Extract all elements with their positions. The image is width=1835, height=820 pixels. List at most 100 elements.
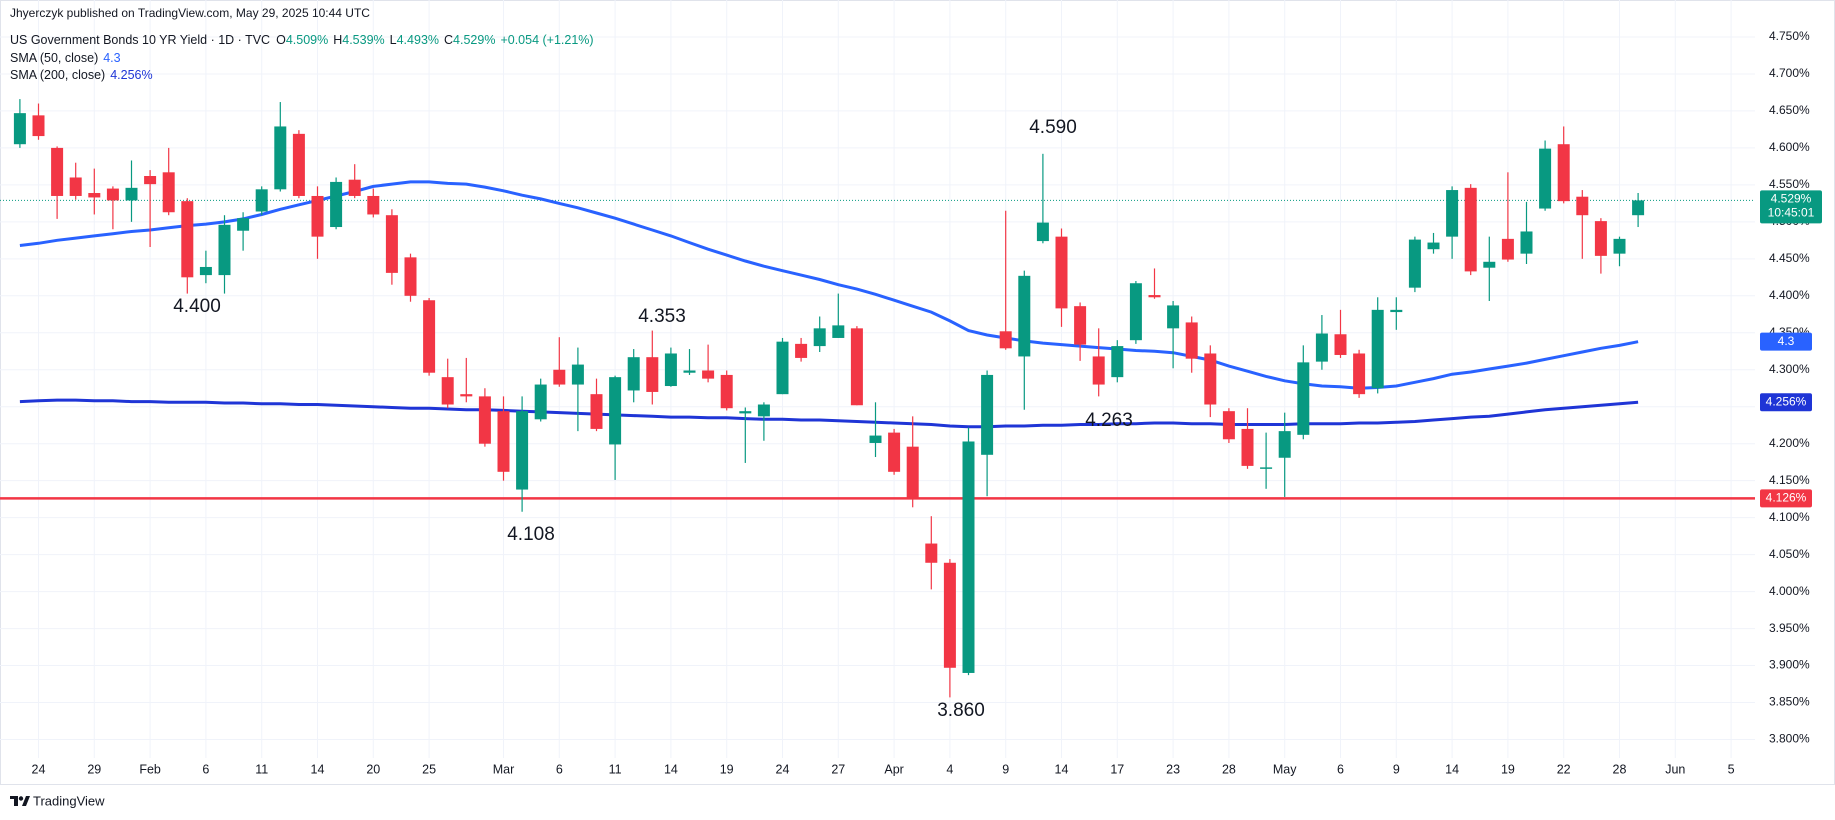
x-tick-label: Apr: [884, 762, 903, 776]
candle-body: [869, 435, 882, 443]
candle-body: [1055, 236, 1068, 309]
candle-body: [1446, 190, 1459, 237]
candle-body: [1632, 200, 1645, 216]
y-tick-label: 4.400%: [1769, 288, 1810, 302]
x-tick-label: 17: [1110, 762, 1124, 776]
ohlc-value: 4.509%: [285, 33, 329, 47]
candle-body: [1036, 222, 1049, 242]
candle-body: [1167, 305, 1180, 329]
candle-body: [13, 113, 26, 145]
level-tag-bg: [1760, 489, 1812, 508]
annotation: 4.400: [173, 296, 221, 317]
ohlc-value: 4.539%: [342, 33, 385, 47]
sma-tag: 4.256%: [1766, 394, 1807, 408]
level-tag: 4.126%: [1766, 491, 1807, 505]
y-tick-label: 4.650%: [1769, 103, 1810, 117]
candle-body: [534, 384, 547, 420]
countdown: 10:45:01: [1768, 206, 1815, 220]
x-tick-label: 28: [1222, 762, 1236, 776]
candle-body: [516, 411, 529, 490]
candle-body: [367, 195, 380, 215]
candle-body: [757, 404, 770, 417]
sma-tag-bg: [1760, 393, 1812, 412]
candle-body: [255, 189, 268, 212]
last-price-tag-bg: [1760, 190, 1822, 224]
sma-tag: 4.3: [1778, 334, 1795, 348]
annotation: 4.590: [1029, 117, 1077, 138]
candle-body: [311, 195, 324, 237]
x-tick-label: 22: [1557, 762, 1571, 776]
ohlc-key: O: [276, 33, 286, 47]
y-tick-label: 4.600%: [1769, 140, 1810, 154]
publisher-text: Jhyerczyk published on TradingView.com, …: [10, 6, 370, 20]
tradingview-logo-icon: [10, 796, 30, 806]
candle-body: [850, 328, 863, 406]
x-tick-label: 9: [1002, 762, 1009, 776]
candle-body: [1278, 431, 1291, 458]
x-tick-label: 4: [946, 762, 953, 776]
candle-body: [348, 179, 361, 196]
y-tick-label: 4.050%: [1769, 547, 1810, 561]
candle-body: [1148, 295, 1161, 298]
candle-body: [832, 325, 845, 338]
candle-body: [720, 374, 733, 409]
candle-body: [1204, 353, 1217, 405]
candle-body: [813, 328, 826, 347]
x-tick-label: 24: [32, 762, 46, 776]
candle-body: [1353, 353, 1366, 395]
candle-body: [32, 115, 45, 137]
sma-name: SMA (200, close): [10, 68, 106, 82]
y-tick-label: 4.300%: [1769, 362, 1810, 376]
candle-body: [1371, 309, 1384, 389]
legend-sma200: SMA (200, close) 4.256%: [10, 68, 153, 82]
candle-body: [888, 432, 901, 472]
candle-body: [776, 341, 789, 395]
y-tick-label: 4.450%: [1769, 251, 1810, 265]
y-tick-label: 4.100%: [1769, 510, 1810, 524]
candle-body: [292, 133, 305, 196]
y-tick-label: 4.200%: [1769, 436, 1810, 450]
frame: [0, 0, 1835, 785]
x-tick-label: 20: [366, 762, 380, 776]
candle-body: [1408, 239, 1421, 288]
x-tick-label: 29: [87, 762, 101, 776]
candle-body: [423, 300, 436, 373]
candle-body: [88, 193, 101, 198]
x-tick-label: 23: [1166, 762, 1180, 776]
candle-body: [199, 266, 212, 276]
x-tick-label: Mar: [493, 762, 515, 776]
price-axis: 3.800% 3.850% 3.900% 3.950% 4.000% 4.050% 4.10…: [1760, 29, 1822, 746]
y-tick-label: 4.550%: [1769, 177, 1810, 191]
candle-body: [1390, 309, 1403, 313]
candle-body: [1185, 322, 1198, 359]
candle-body: [460, 394, 473, 397]
candle-body: [441, 377, 454, 405]
candle-body: [590, 394, 603, 429]
candle-body: [1018, 275, 1031, 357]
x-tick-label: May: [1273, 762, 1297, 776]
candle-body: [664, 353, 677, 387]
annotation: 3.860: [937, 700, 985, 721]
ohlc-key: H: [333, 33, 343, 47]
candle-body: [646, 357, 659, 392]
x-tick-label: 28: [1613, 762, 1627, 776]
plot: [0, 99, 1755, 698]
candle-body: [1427, 242, 1440, 250]
sma-value: 4.256%: [110, 68, 153, 82]
legend-symbol: US Government Bonds 10 YR Yield · 1D · T…: [10, 33, 594, 47]
candle-body: [1241, 428, 1254, 466]
candle-body: [1539, 148, 1552, 209]
candle-body: [1501, 238, 1514, 260]
x-tick-label: 11: [255, 762, 268, 776]
sma-tag-bg: [1760, 332, 1812, 351]
sma-line: [19, 398, 1639, 429]
candle-body: [69, 177, 82, 196]
candle-body: [106, 188, 119, 201]
candle-body: [1315, 333, 1328, 362]
candle-body: [330, 181, 343, 228]
x-tick-label: Feb: [139, 762, 161, 776]
annotation: 4.108: [507, 524, 555, 545]
x-tick-label: Jun: [1665, 762, 1685, 776]
candle-body: [943, 562, 956, 668]
